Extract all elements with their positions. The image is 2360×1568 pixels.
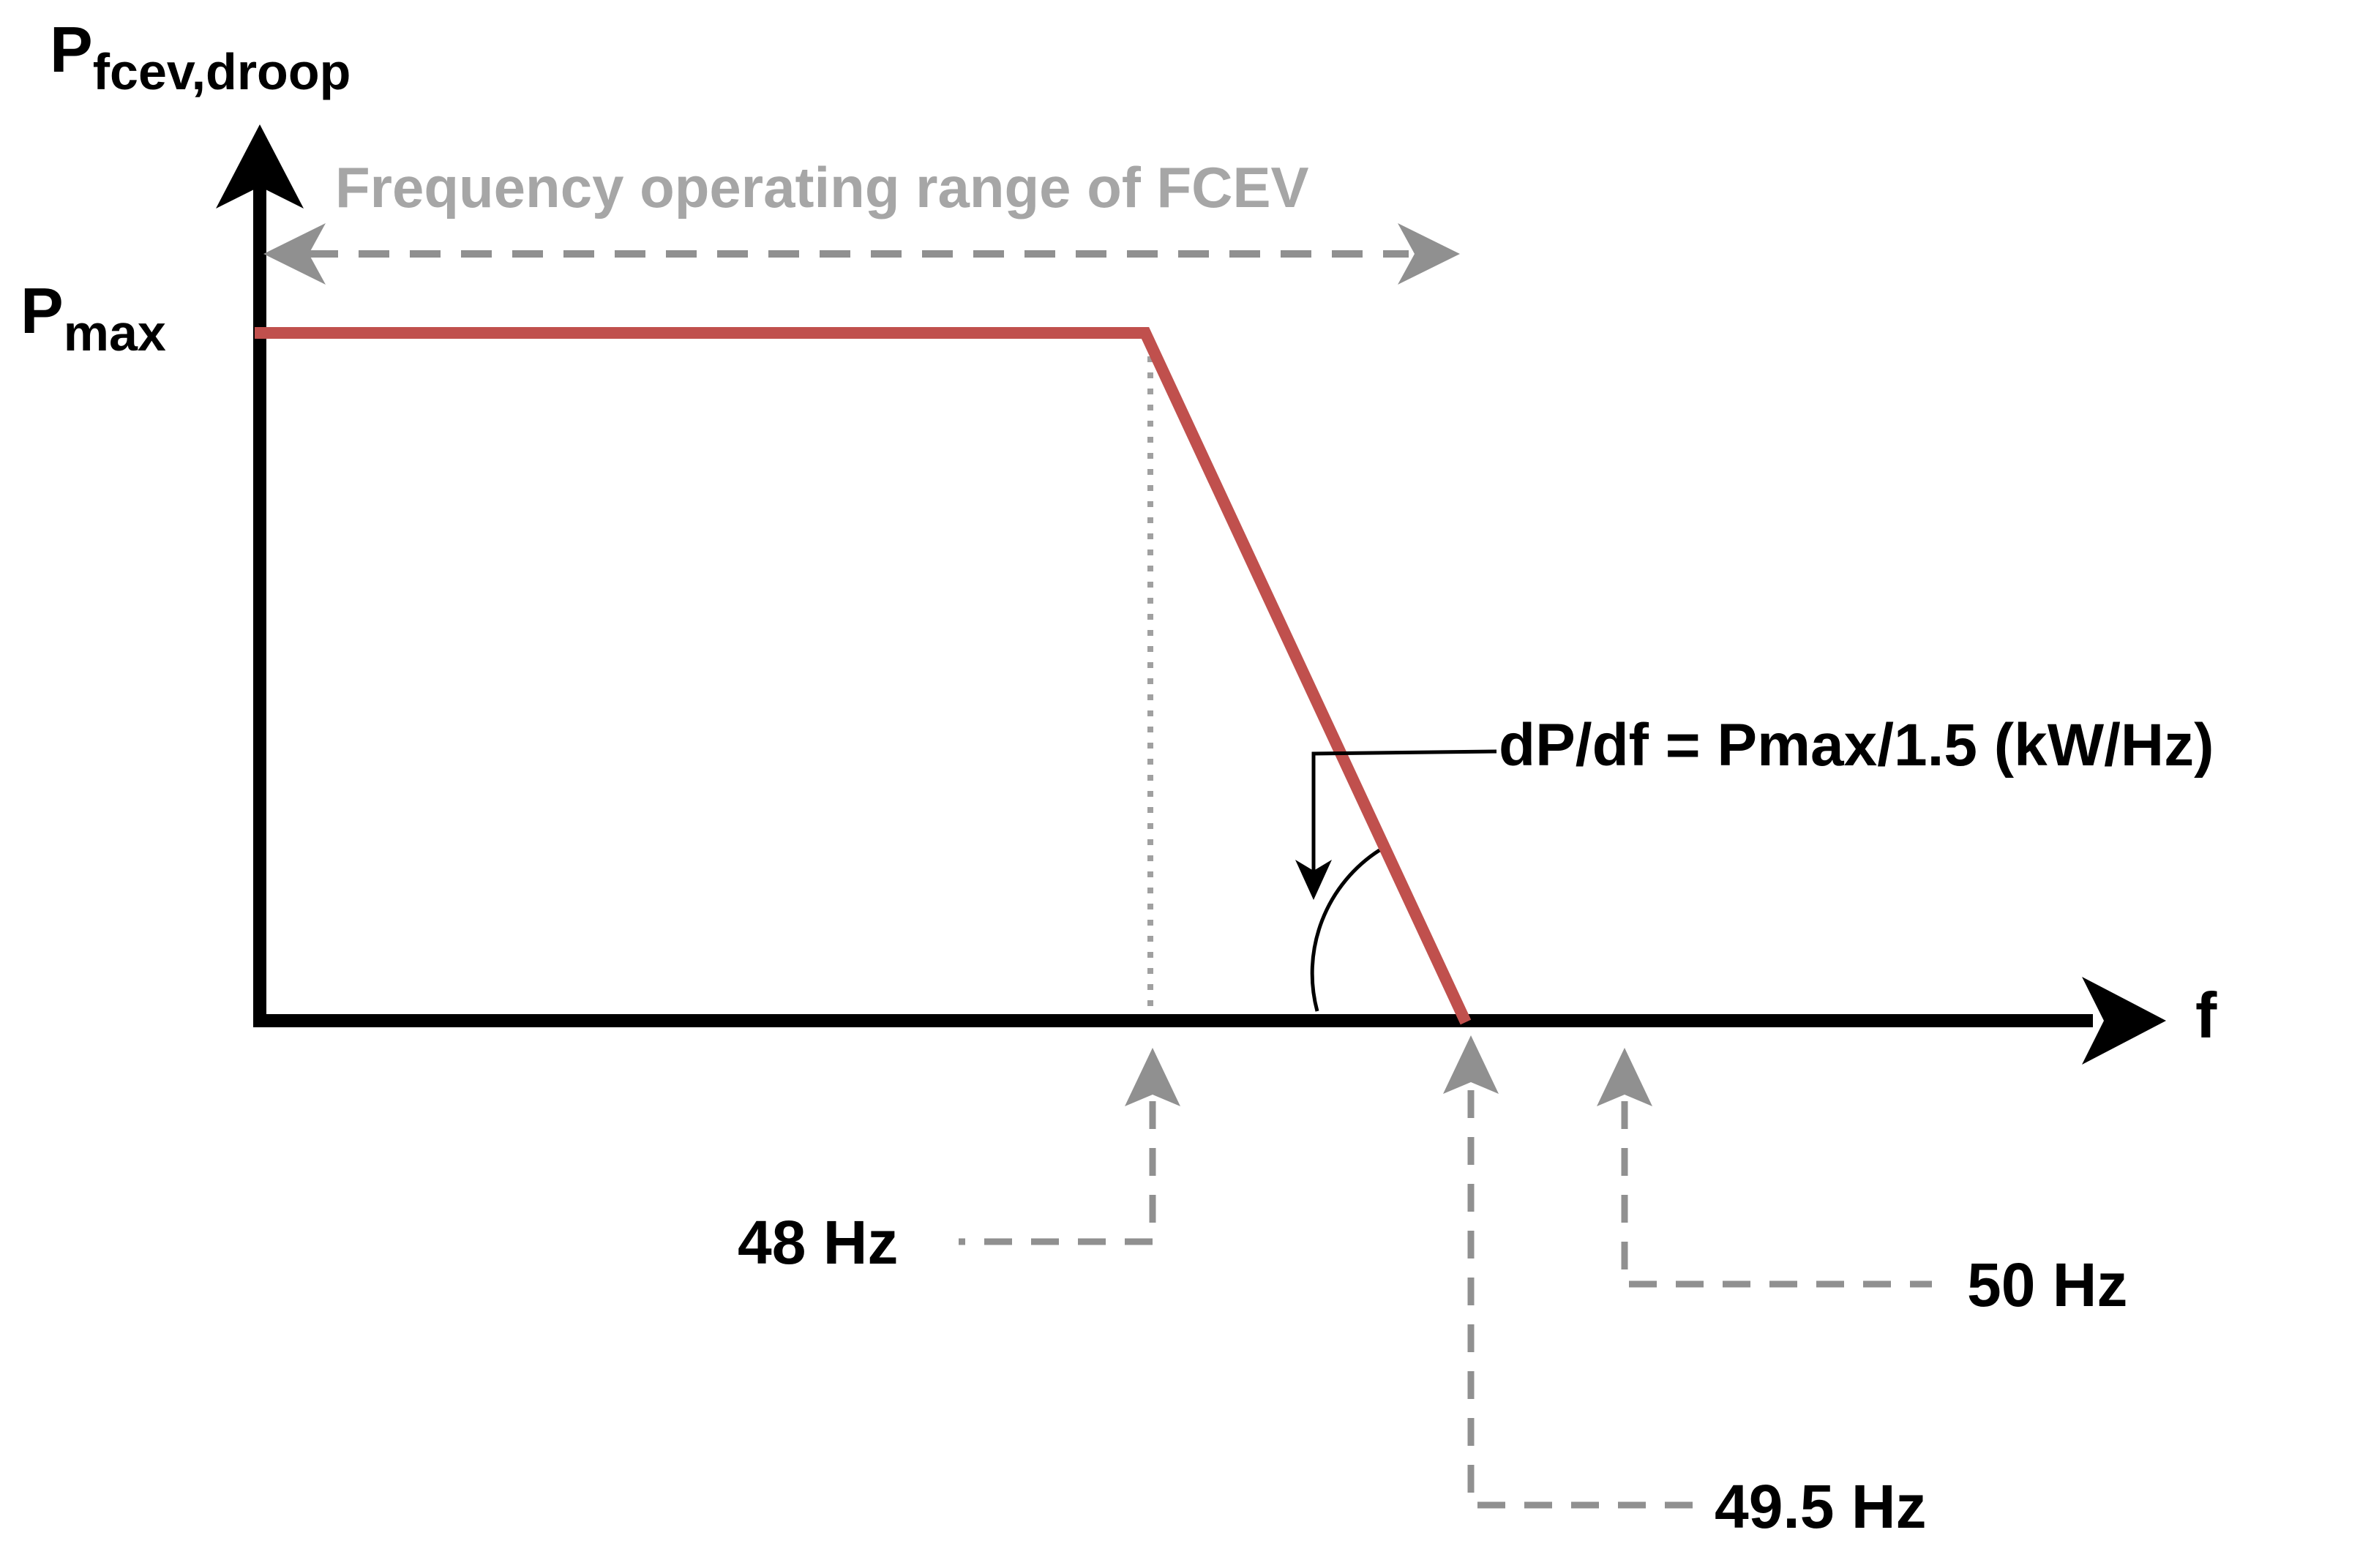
- range-right-arrow-icon: [1398, 223, 1460, 285]
- marker-49-5hz-arrow-icon: [1443, 1035, 1499, 1094]
- marker-48hz-arrow-icon: [1125, 1048, 1180, 1106]
- y-axis-arrow-icon: [216, 124, 304, 209]
- y-axis: [216, 124, 304, 1024]
- range-label: Frequency operating range of FCEV: [335, 155, 1309, 220]
- x-axis-arrow-icon: [2082, 977, 2166, 1065]
- slope-angle-arc: [1310, 848, 1381, 1012]
- marker-49-5hz-label: 49.5 Hz: [1715, 1472, 1927, 1541]
- marker-50hz-label: 50 Hz: [1967, 1250, 2127, 1319]
- marker-49-5hz: 49.5 Hz: [1443, 1035, 1927, 1541]
- x-axis-label: f: [2195, 979, 2217, 1051]
- range-left-arrow-icon: [263, 223, 326, 285]
- x-axis: [253, 977, 2166, 1065]
- range-arrow: [263, 223, 1460, 285]
- marker-48hz: 48 Hz: [738, 1048, 1180, 1277]
- slope-leader: [1295, 749, 1497, 900]
- slope-leader-arrow-icon: [1295, 860, 1332, 900]
- droop-curve: [255, 327, 1472, 1025]
- marker-50hz: 50 Hz: [1597, 1048, 2127, 1319]
- slope-label: dP/df = Pmax/1.5 (kW/Hz): [1499, 712, 2214, 779]
- pmax-label: Pmax: [20, 274, 166, 361]
- marker-50hz-arrow-icon: [1597, 1048, 1652, 1106]
- marker-48hz-label: 48 Hz: [738, 1208, 898, 1277]
- y-axis-label: Pfcev,droop: [50, 13, 351, 100]
